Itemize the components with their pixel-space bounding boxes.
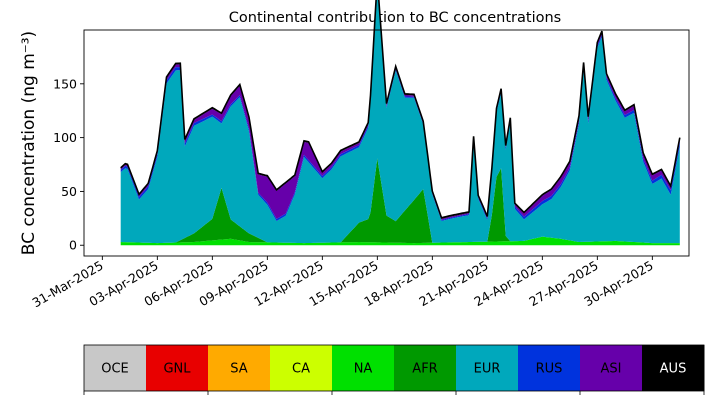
legend-swatch-gnl [146, 345, 209, 391]
plot-frame [83, 29, 690, 257]
y-tick-label: 50 [61, 184, 77, 199]
legend-swatch-aus [642, 345, 705, 391]
y-tick-label: 0 [69, 238, 77, 253]
legend-swatch-eur [456, 345, 519, 391]
legend-label-aus: AUS [660, 362, 687, 377]
legend-label-sa: SA [230, 362, 247, 377]
legend-swatch-sa [208, 345, 271, 391]
legend-label-oce: OCE [101, 362, 129, 377]
plot-area [120, 0, 681, 246]
legend-label-eur: EUR [474, 362, 501, 377]
legend-swatch-asi [580, 345, 643, 391]
area-afr [120, 158, 680, 244]
area-na [120, 236, 680, 246]
legend-swatch-ca [270, 345, 333, 391]
legend-label-na: NA [354, 362, 373, 377]
legend-swatch-oce [84, 345, 147, 391]
legend-swatch-afr [394, 345, 457, 391]
legend: OCE GNL SA CA NA AFR EUR RUS ASI AUS [83, 344, 705, 395]
legend-swatch-na [332, 345, 395, 391]
legend-label-ca: CA [292, 362, 310, 377]
area-eur [120, 0, 680, 244]
legend-swatch-rus [518, 345, 581, 391]
legend-label-afr: AFR [412, 362, 437, 377]
legend-label-rus: RUS [536, 362, 563, 377]
y-tick-label: 100 [53, 130, 77, 145]
y-tick-label: 150 [53, 76, 77, 91]
chart-title: Continental contribution to BC concentra… [229, 10, 561, 26]
total-line [120, 0, 681, 219]
legend-label-asi: ASI [601, 362, 622, 377]
y-axis-label: BC concentration (ng m⁻³) [19, 31, 39, 255]
legend-frame [83, 344, 705, 392]
legend-label-gnl: GNL [163, 362, 191, 377]
